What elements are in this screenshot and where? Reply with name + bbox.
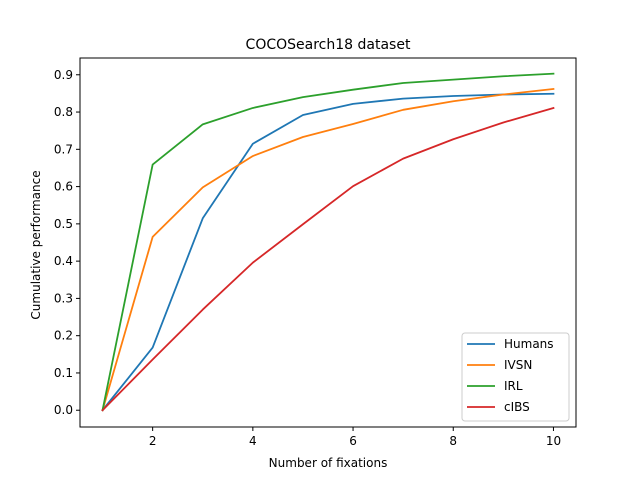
y-tick-label: 0.8 [54, 105, 73, 119]
y-axis: 0.0 0.1 0.2 0.3 0.4 0.5 0.6 0.7 0.8 0.9 [54, 68, 80, 417]
y-tick-label: 0.0 [54, 403, 73, 417]
chart-title: COCOSearch18 dataset [246, 37, 411, 53]
legend-label: Humans [504, 337, 554, 351]
plot-frame [79, 57, 577, 428]
x-axis-label: Number of fixations [269, 456, 388, 470]
x-axis: 2 4 6 8 10 [149, 427, 561, 448]
x-tick-label: 8 [449, 434, 457, 448]
y-tick-label: 0.6 [54, 180, 73, 194]
legend: Humans IVSN IRL cIBS [461, 332, 570, 422]
y-tick-label: 0.4 [54, 254, 73, 268]
y-tick-label: 0.9 [54, 68, 73, 82]
x-tick-label: 2 [149, 434, 157, 448]
legend-label: IRL [504, 379, 523, 393]
series-line-irl [101, 72, 555, 412]
plot-series [101, 72, 555, 412]
y-tick-label: 0.7 [54, 142, 73, 156]
x-tick-label: 6 [349, 434, 357, 448]
y-tick-label: 0.3 [54, 291, 73, 305]
legend-label: cIBS [504, 400, 530, 414]
series-line-humans [101, 92, 555, 412]
y-tick-label: 0.2 [54, 329, 73, 343]
x-tick-label: 4 [249, 434, 257, 448]
legend-box [461, 332, 570, 422]
x-tick-label: 10 [546, 434, 561, 448]
series-line-ivsn [101, 87, 555, 412]
y-axis-label: Cumulative performance [29, 170, 43, 319]
y-tick-label: 0.1 [54, 366, 73, 380]
legend-label: IVSN [504, 358, 532, 372]
y-tick-label: 0.5 [54, 217, 73, 231]
series-line-cibs [101, 106, 555, 412]
